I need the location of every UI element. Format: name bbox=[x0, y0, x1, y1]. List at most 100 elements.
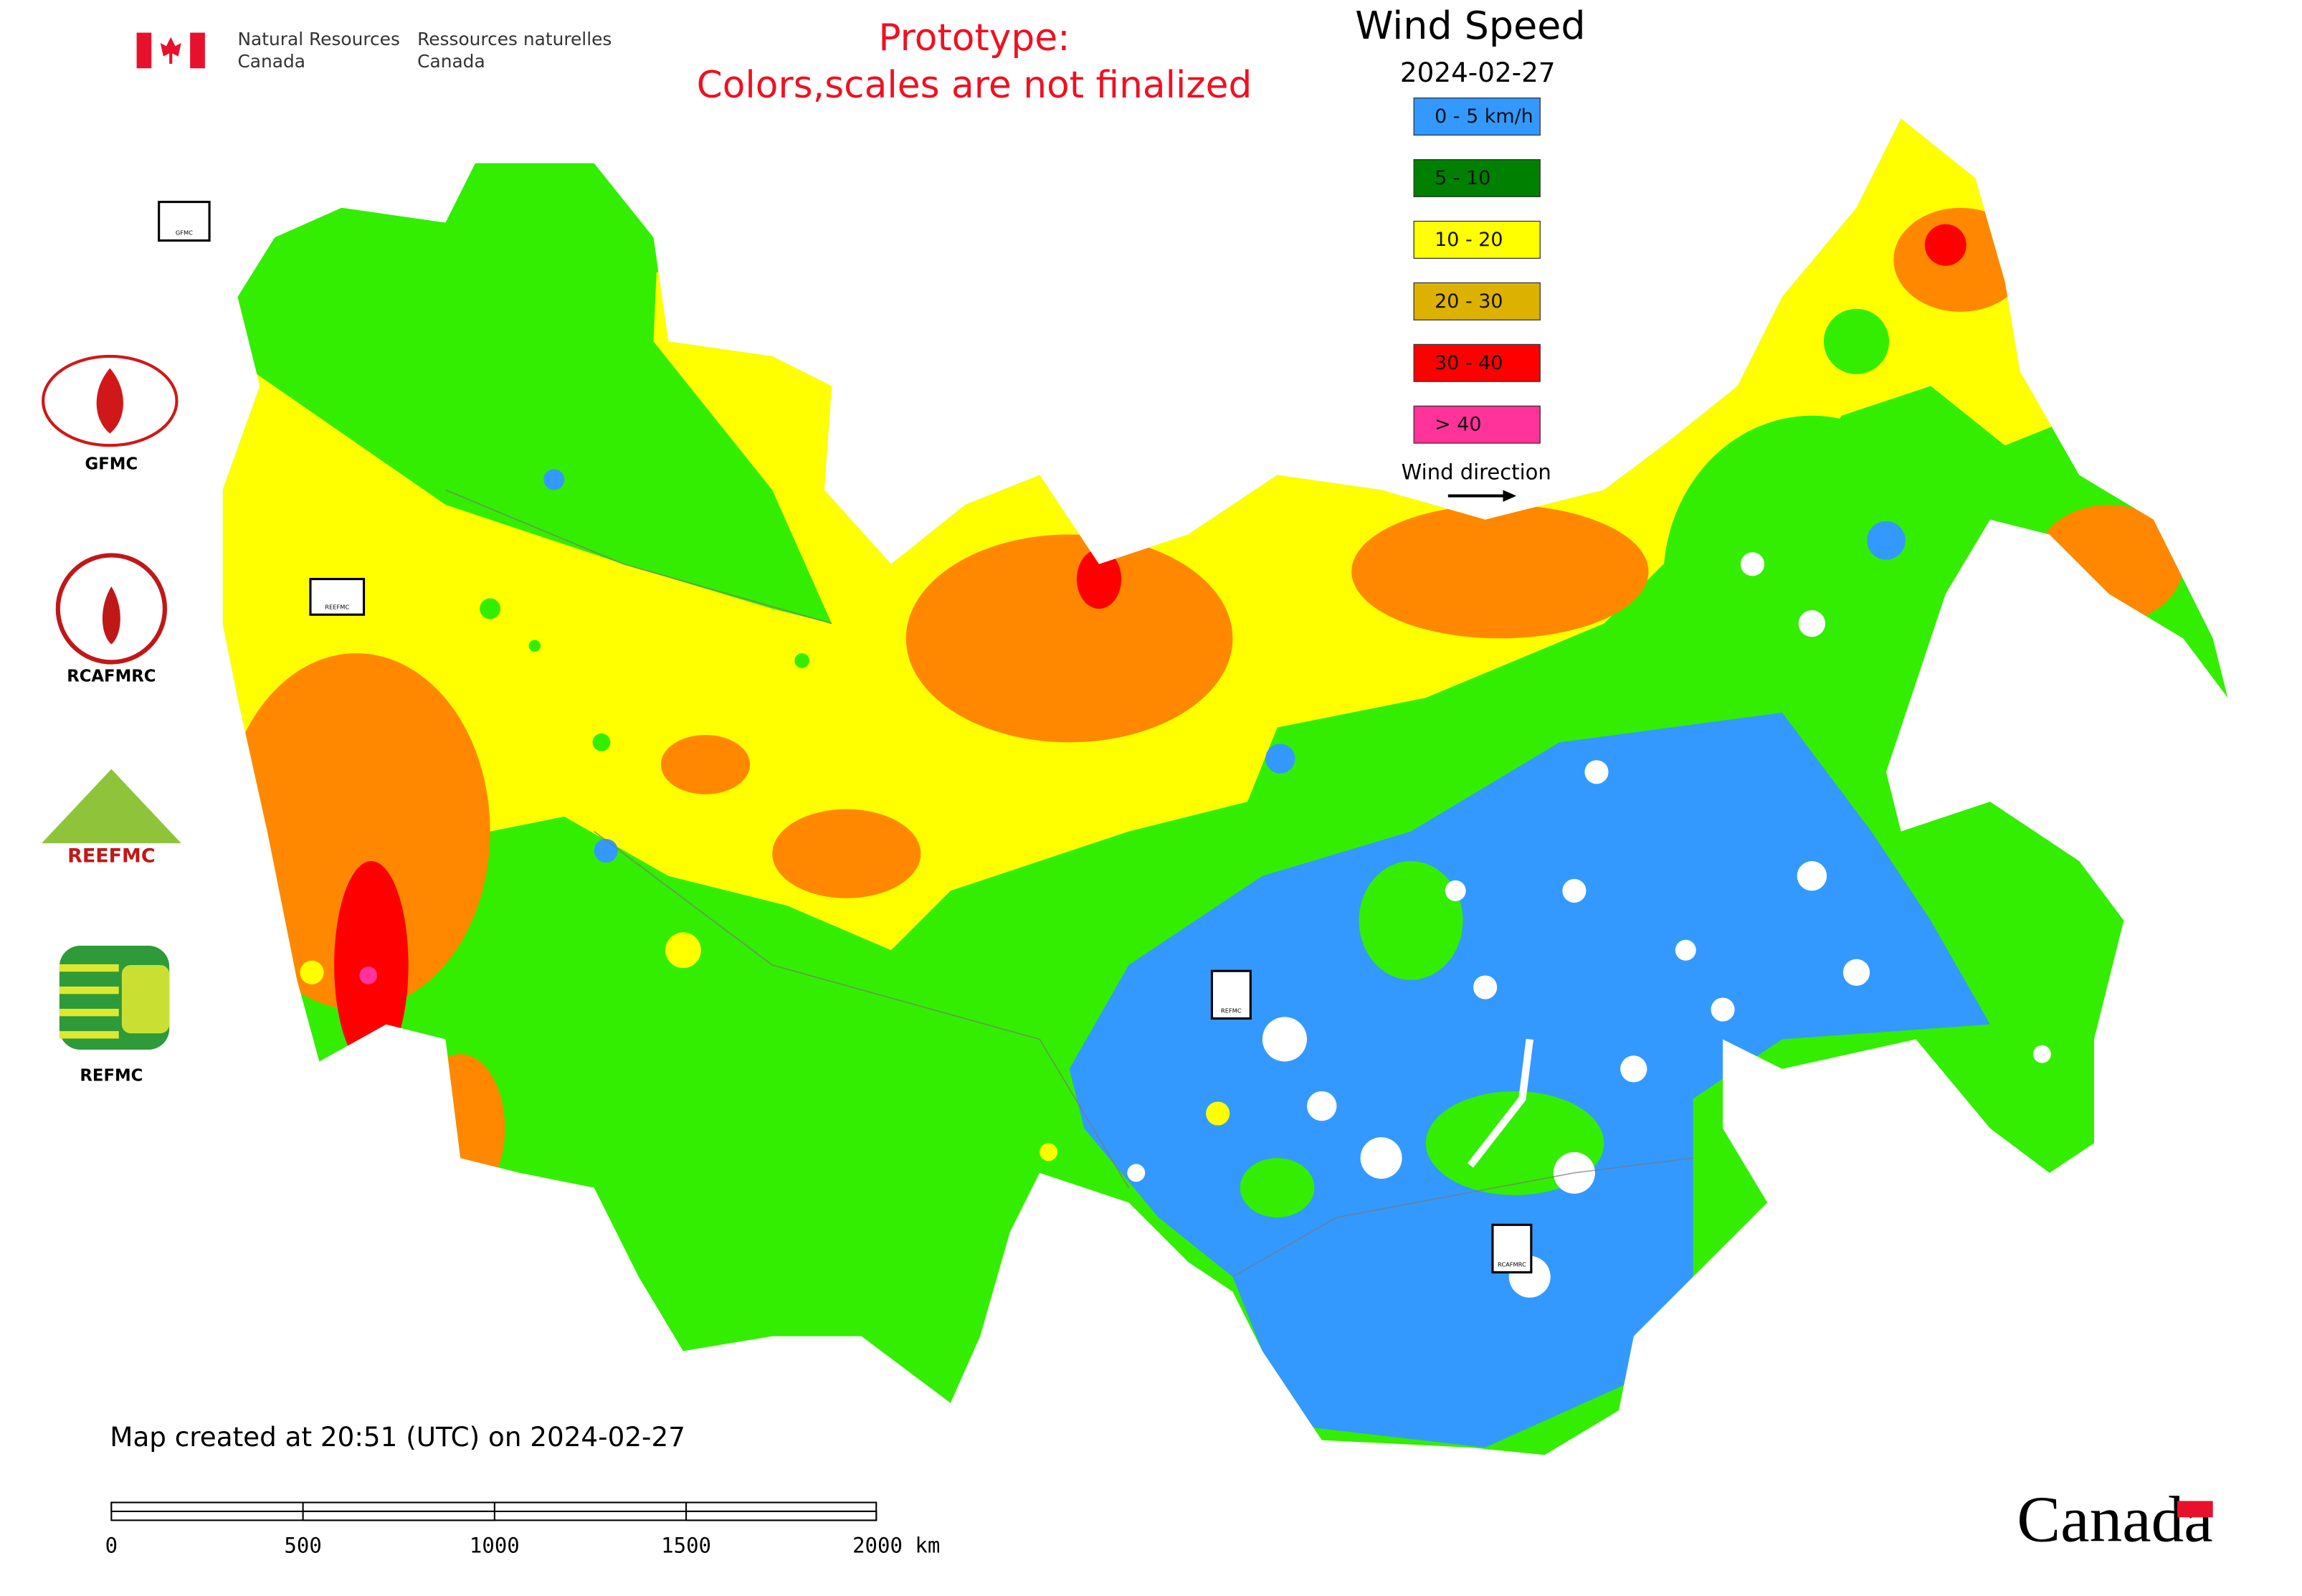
wind-map-part-part bbox=[592, 733, 611, 751]
legend-label: 10 - 20 bbox=[1435, 229, 1503, 251]
wind-map-part-part bbox=[1842, 959, 1870, 986]
legend-title: Wind Speed bbox=[1355, 3, 1585, 48]
wind-map-part-part bbox=[528, 640, 541, 652]
legend-label: 20 - 30 bbox=[1435, 290, 1503, 313]
wind-map-part-part bbox=[1127, 1164, 1146, 1182]
partner-logos-part bbox=[42, 769, 181, 844]
wind-map-part bbox=[1924, 224, 1966, 266]
marker-label: RCAFMRC bbox=[1498, 1261, 1526, 1268]
wind-map-part-part bbox=[665, 932, 701, 969]
wind-map-part bbox=[359, 966, 378, 984]
borders bbox=[445, 489, 1693, 1278]
partner-logos-part bbox=[96, 368, 123, 434]
wind-arrow-head bbox=[1503, 490, 1517, 502]
wind-map-part bbox=[1351, 505, 1649, 639]
canada-flag-part bbox=[190, 32, 205, 69]
map-created: Map created at 20:51 (UTC) on 2024-02-27 bbox=[110, 1421, 685, 1453]
agency-fr-line: Canada bbox=[417, 51, 485, 72]
legend-swatch bbox=[1413, 343, 1541, 382]
canada-flag bbox=[136, 32, 205, 69]
scale-label: 0 bbox=[105, 1534, 118, 1558]
wind-map-part bbox=[1663, 415, 1961, 743]
scale-label: 2000 km bbox=[852, 1534, 940, 1558]
legend-swatch bbox=[1413, 282, 1541, 320]
legend-swatch bbox=[1413, 98, 1541, 136]
scale-bar-part bbox=[110, 1501, 304, 1513]
marker-label: REFMC bbox=[1221, 1007, 1242, 1015]
agency-en-line: Natural Resources bbox=[237, 29, 399, 49]
wind-map-part-part bbox=[1675, 939, 1696, 961]
map-markers: GFMC REEFMC REFMC RCAFMRC bbox=[158, 201, 1533, 1274]
canada-flag-part bbox=[136, 32, 152, 69]
wind-map-part-part bbox=[1040, 1143, 1057, 1162]
wind-map-part bbox=[1069, 712, 1990, 1448]
agency-en-line: Canada bbox=[237, 51, 305, 72]
wind-map-part-part bbox=[1620, 1055, 1647, 1083]
wind-map-part-part bbox=[1797, 861, 1827, 891]
partner-logos-part bbox=[102, 586, 120, 645]
wind-map-part bbox=[1893, 207, 2027, 312]
wind-map-part bbox=[1359, 861, 1463, 980]
wind-map-part-part bbox=[1740, 552, 1765, 576]
wind-map-part-part bbox=[1711, 997, 1735, 1022]
wind-map-part-part bbox=[2033, 1045, 2051, 1063]
partner-logos-part bbox=[121, 964, 170, 1034]
legend-swatch bbox=[1413, 158, 1541, 197]
prototype-notice: Prototype:Colors,scales are not finalize… bbox=[697, 16, 1252, 107]
wind-map-part-part bbox=[794, 653, 810, 668]
logo-label: REFMC bbox=[80, 1067, 143, 1086]
marker-label: GFMC bbox=[176, 229, 193, 237]
wind-map-part-part bbox=[1265, 744, 1295, 774]
wind-map-part bbox=[543, 469, 1906, 863]
partner-logos-part bbox=[59, 964, 119, 1039]
wind-map-part bbox=[222, 653, 490, 1010]
legend: Wind Speed 2024-02-27 0 - 5 km/h 5 - 10 10 -… bbox=[1355, 3, 1586, 502]
legend-date: 2024-02-27 bbox=[1400, 57, 1556, 88]
wind-map-part bbox=[2035, 505, 2184, 624]
logo-label: RCAFMRC bbox=[67, 668, 156, 686]
wind-map-part-part bbox=[594, 838, 618, 863]
wind-map-part-part bbox=[1562, 878, 1587, 903]
marker-box bbox=[309, 578, 366, 616]
wind-map-part bbox=[1127, 552, 2051, 1298]
wind-map-part-part bbox=[300, 960, 324, 984]
marker-box bbox=[1491, 1223, 1533, 1274]
legend-swatch bbox=[1413, 405, 1541, 444]
wordmark-flag bbox=[2177, 1501, 2213, 1518]
scale-bar-part bbox=[302, 1510, 495, 1521]
wind-map-part-part bbox=[1867, 521, 1906, 560]
footer: Map created at 20:51 (UTC) on 2024-02-27… bbox=[110, 1421, 2212, 1556]
wind-map-part bbox=[334, 861, 409, 1069]
wind-map-part bbox=[480, 598, 810, 751]
wind-map-part-part bbox=[1584, 760, 1609, 784]
legend-label: 30 - 40 bbox=[1435, 352, 1503, 374]
scale-label: 1000 bbox=[470, 1534, 520, 1558]
wind-map-part bbox=[905, 534, 1233, 743]
scale-bar: 0 500 1000 1500 2000 km bbox=[105, 1501, 940, 1558]
agency-fr-line: Ressources naturelles bbox=[417, 29, 612, 49]
wind-map-part-part bbox=[1445, 880, 1466, 901]
notice-line: Colors,scales are not finalized bbox=[697, 64, 1252, 107]
wind-map-part-part bbox=[1360, 1137, 1402, 1179]
logo-label: GFMC bbox=[85, 455, 138, 474]
legend-label: 5 - 10 bbox=[1435, 167, 1490, 189]
partner-logos: GFMC RCAFMRC REEFMC REFMC bbox=[42, 354, 181, 1086]
scale-label: 500 bbox=[284, 1534, 321, 1558]
scale-bar-part bbox=[685, 1510, 877, 1521]
wind-map-part-part bbox=[1262, 1017, 1308, 1062]
wind-map-part bbox=[660, 734, 751, 794]
wind-map-part-part bbox=[480, 598, 501, 619]
wind-map-part bbox=[1467, 1038, 1533, 1168]
marker-box bbox=[158, 201, 211, 242]
wind-map-part-part bbox=[1206, 1101, 1230, 1126]
wind-map-part-part bbox=[543, 469, 565, 490]
wind-map-part bbox=[1823, 308, 1890, 374]
marker-box bbox=[1210, 969, 1252, 1020]
notice-line: Prototype: bbox=[878, 16, 1070, 60]
scale-label: 1500 bbox=[661, 1534, 711, 1558]
wind-map-part bbox=[1076, 549, 1122, 609]
